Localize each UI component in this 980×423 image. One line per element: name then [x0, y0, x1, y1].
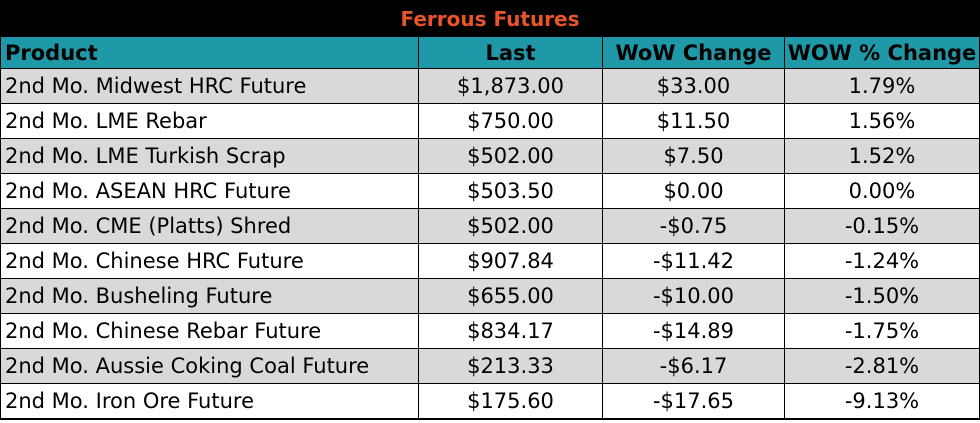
table-row: 2nd Mo. Iron Ore Future $175.60 -$17.65 -9.…	[1, 384, 979, 419]
last-cell: $502.00	[419, 209, 603, 244]
last-cell: $750.00	[419, 104, 603, 139]
wow-change-cell: -$6.17	[603, 349, 785, 384]
product-cell: 2nd Mo. Iron Ore Future	[1, 384, 419, 419]
last-cell: $503.50	[419, 174, 603, 209]
wow-pct-cell: 0.00%	[785, 174, 979, 209]
wow-pct-cell: 1.52%	[785, 139, 979, 174]
wow-change-cell: -$10.00	[603, 279, 785, 314]
last-cell: $1,873.00	[419, 69, 603, 104]
header-wow-change: WoW Change	[603, 37, 785, 69]
table-row: 2nd Mo. Chinese HRC Future $907.84 -$11.42…	[1, 244, 979, 279]
wow-pct-cell: -1.75%	[785, 314, 979, 349]
last-cell: $834.17	[419, 314, 603, 349]
wow-pct-cell: 1.56%	[785, 104, 979, 139]
wow-pct-cell: -9.13%	[785, 384, 979, 419]
wow-change-cell: $7.50	[603, 139, 785, 174]
table-row: 2nd Mo. LME Turkish Scrap $502.00 $7.50 1.5…	[1, 139, 979, 174]
wow-pct-cell: -0.15%	[785, 209, 979, 244]
table-row: 2nd Mo. CME (Platts) Shred $502.00 -$0.75-…	[1, 209, 979, 244]
wow-pct-cell: 1.79%	[785, 69, 979, 104]
table-body: 2nd Mo. Midwest HRC Future $1,873.00 $33.0…	[1, 69, 979, 419]
wow-pct-cell: -2.81%	[785, 349, 979, 384]
wow-change-cell: $33.00	[603, 69, 785, 104]
table-title-bar: Ferrous Futures	[1, 1, 979, 37]
header-last: Last	[419, 37, 603, 69]
table-title: Ferrous Futures	[400, 7, 580, 31]
table-row: 2nd Mo. Aussie Coking Coal Future $213.33…	[1, 349, 979, 384]
last-cell: $175.60	[419, 384, 603, 419]
last-cell: $907.84	[419, 244, 603, 279]
product-cell: 2nd Mo. Chinese HRC Future	[1, 244, 419, 279]
table-row: 2nd Mo. Chinese Rebar Future $834.17 -$14.…	[1, 314, 979, 349]
table-row: 2nd Mo. LME Rebar $750.00 $11.50 1.56%	[1, 104, 979, 139]
product-cell: 2nd Mo. ASEAN HRC Future	[1, 174, 419, 209]
table-row: 2nd Mo. Busheling Future $655.00 -$10.00 -1…	[1, 279, 979, 314]
product-cell: 2nd Mo. LME Turkish Scrap	[1, 139, 419, 174]
product-cell: 2nd Mo. CME (Platts) Shred	[1, 209, 419, 244]
wow-change-cell: -$0.75	[603, 209, 785, 244]
product-cell: 2nd Mo. LME Rebar	[1, 104, 419, 139]
last-cell: $213.33	[419, 349, 603, 384]
wow-pct-cell: -1.50%	[785, 279, 979, 314]
last-cell: $655.00	[419, 279, 603, 314]
wow-change-cell: $11.50	[603, 104, 785, 139]
header-row: Product Last WoW Change WOW % Change	[1, 37, 979, 69]
header-product: Product	[1, 37, 419, 69]
product-cell: 2nd Mo. Aussie Coking Coal Future	[1, 349, 419, 384]
wow-change-cell: -$17.65	[603, 384, 785, 419]
product-cell: 2nd Mo. Midwest HRC Future	[1, 69, 419, 104]
table-row: 2nd Mo. Midwest HRC Future $1,873.00 $33.0…	[1, 69, 979, 104]
last-cell: $502.00	[419, 139, 603, 174]
wow-change-cell: $0.00	[603, 174, 785, 209]
header-wow-pct-change: WOW % Change	[785, 37, 979, 69]
product-cell: 2nd Mo. Chinese Rebar Future	[1, 314, 419, 349]
wow-pct-cell: -1.24%	[785, 244, 979, 279]
wow-change-cell: -$11.42	[603, 244, 785, 279]
wow-change-cell: -$14.89	[603, 314, 785, 349]
table-row: 2nd Mo. ASEAN HRC Future $503.50 $0.00 0.00…	[1, 174, 979, 209]
product-cell: 2nd Mo. Busheling Future	[1, 279, 419, 314]
